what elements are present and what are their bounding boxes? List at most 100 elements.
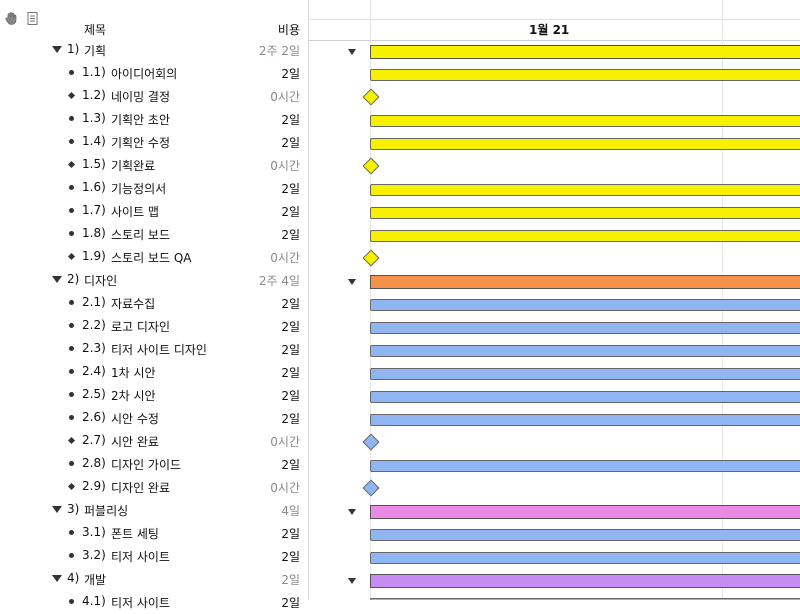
outline-task-row[interactable]: 4.1) 티저 사이트 2일	[0, 591, 308, 614]
outline-task-row[interactable]: 1.3) 기획안 초안 2일	[0, 108, 308, 131]
outline-milestone-row[interactable]: 1.9) 스토리 보드 QA 0시간	[0, 246, 308, 269]
outline-group-row[interactable]: 4) 개발 2일	[0, 568, 308, 591]
outline-task-row[interactable]: 2.6) 시안 수정 2일	[0, 407, 308, 430]
task-bar[interactable]	[370, 552, 800, 564]
row-cost[interactable]: 4일	[281, 504, 300, 518]
row-cost[interactable]: 2주 4일	[258, 274, 300, 288]
cost-column-header[interactable]: 비용	[277, 23, 300, 37]
disclosure-triangle-icon[interactable]	[52, 506, 62, 513]
group-summary-bar[interactable]	[370, 505, 800, 519]
row-title[interactable]: 2차 시안	[111, 389, 156, 403]
row-cost[interactable]: 2일	[281, 412, 300, 426]
group-summary-bar[interactable]	[370, 45, 800, 59]
milestone-diamond[interactable]	[362, 157, 380, 175]
row-cost[interactable]: 2일	[281, 458, 300, 472]
milestone-diamond[interactable]	[362, 433, 380, 451]
outline-task-row[interactable]: 1.6) 기능정의서 2일	[0, 177, 308, 200]
row-cost[interactable]: 2일	[281, 550, 300, 564]
row-cost[interactable]: 2일	[281, 182, 300, 196]
group-summary-bar[interactable]	[370, 574, 800, 588]
outline-task-row[interactable]: 3.1) 폰트 세팅 2일	[0, 522, 308, 545]
task-bar[interactable]	[370, 138, 800, 150]
row-cost[interactable]: 2일	[281, 527, 300, 541]
row-cost[interactable]: 2일	[281, 366, 300, 380]
row-title[interactable]: 기획완료	[111, 159, 156, 173]
row-title[interactable]: 스토리 보드	[111, 228, 171, 242]
row-title[interactable]: 개발	[84, 573, 107, 587]
group-collapse-icon[interactable]	[348, 279, 356, 285]
group-collapse-icon[interactable]	[348, 578, 356, 584]
row-cost[interactable]: 0시간	[270, 90, 300, 104]
task-bar[interactable]	[370, 299, 800, 311]
task-bar[interactable]	[370, 322, 800, 334]
row-title[interactable]: 기획안 초안	[111, 113, 171, 127]
row-title[interactable]: 로고 디자인	[111, 320, 171, 334]
row-title[interactable]: 기능정의서	[111, 182, 167, 196]
task-bar[interactable]	[370, 529, 800, 541]
outline-task-row[interactable]: 2.8) 디자인 가이드 2일	[0, 453, 308, 476]
outline-task-row[interactable]: 1.8) 스토리 보드 2일	[0, 223, 308, 246]
disclosure-triangle-icon[interactable]	[52, 46, 62, 53]
row-cost[interactable]: 2일	[281, 389, 300, 403]
row-cost[interactable]: 0시간	[270, 159, 300, 173]
outline-task-row[interactable]: 2.3) 티저 사이트 디자인 2일	[0, 338, 308, 361]
row-title[interactable]: 자료수집	[111, 297, 156, 311]
outline-milestone-row[interactable]: 2.9) 디자인 완료 0시간	[0, 476, 308, 499]
row-title[interactable]: 디자인 가이드	[111, 458, 182, 472]
row-title[interactable]: 티저 사이트	[111, 596, 171, 610]
milestone-diamond[interactable]	[362, 249, 380, 267]
milestone-diamond[interactable]	[362, 88, 380, 106]
task-bar[interactable]	[370, 69, 800, 81]
row-cost[interactable]: 2일	[281, 136, 300, 150]
task-bar[interactable]	[370, 368, 800, 380]
row-title[interactable]: 기획	[84, 44, 107, 58]
task-bar[interactable]	[370, 115, 800, 127]
row-cost[interactable]: 0시간	[270, 251, 300, 265]
outline-milestone-row[interactable]: 2.7) 시안 완료 0시간	[0, 430, 308, 453]
row-title[interactable]: 1차 시안	[111, 366, 156, 380]
outline-milestone-row[interactable]: 1.2) 네이밍 결정 0시간	[0, 85, 308, 108]
document-icon[interactable]	[25, 11, 39, 25]
row-title[interactable]: 시안 수정	[111, 412, 159, 426]
row-cost[interactable]: 2일	[281, 228, 300, 242]
task-bar[interactable]	[370, 345, 800, 357]
row-title[interactable]: 아이디어회의	[111, 67, 178, 81]
row-title[interactable]: 사이트 맵	[111, 205, 159, 219]
outline-task-row[interactable]: 1.7) 사이트 맵 2일	[0, 200, 308, 223]
disclosure-triangle-icon[interactable]	[52, 575, 62, 582]
row-cost[interactable]: 2일	[281, 573, 300, 587]
row-title[interactable]: 네이밍 결정	[111, 90, 171, 104]
row-title[interactable]: 퍼블리싱	[84, 504, 129, 518]
group-collapse-icon[interactable]	[348, 49, 356, 55]
outline-group-row[interactable]: 1) 기획 2주 2일	[0, 39, 308, 62]
group-summary-bar[interactable]	[370, 275, 800, 289]
milestone-diamond[interactable]	[362, 479, 380, 497]
row-cost[interactable]: 2일	[281, 343, 300, 357]
task-bar[interactable]	[370, 460, 800, 472]
row-cost[interactable]: 2일	[281, 67, 300, 81]
group-collapse-icon[interactable]	[348, 509, 356, 515]
task-bar[interactable]	[370, 598, 800, 600]
outline-group-row[interactable]: 2) 디자인 2주 4일	[0, 269, 308, 292]
row-cost[interactable]: 2주 2일	[258, 44, 300, 58]
task-bar[interactable]	[370, 207, 800, 219]
task-bar[interactable]	[370, 391, 800, 403]
row-title[interactable]: 디자인 완료	[111, 481, 171, 495]
outline-task-row[interactable]: 2.5) 2차 시안 2일	[0, 384, 308, 407]
row-title[interactable]: 시안 완료	[111, 435, 159, 449]
task-bar[interactable]	[370, 184, 800, 196]
hand-icon[interactable]	[4, 11, 18, 25]
outline-milestone-row[interactable]: 1.5) 기획완료 0시간	[0, 154, 308, 177]
task-bar[interactable]	[370, 414, 800, 426]
row-cost[interactable]: 0시간	[270, 435, 300, 449]
row-title[interactable]: 티저 사이트	[111, 550, 171, 564]
row-title[interactable]: 티저 사이트 디자인	[111, 343, 207, 357]
title-column-header[interactable]: 제목	[84, 23, 107, 37]
row-cost[interactable]: 2일	[281, 596, 300, 610]
outline-group-row[interactable]: 3) 퍼블리싱 4일	[0, 499, 308, 522]
row-cost[interactable]: 2일	[281, 205, 300, 219]
row-cost[interactable]: 2일	[281, 297, 300, 311]
outline-task-row[interactable]: 2.2) 로고 디자인 2일	[0, 315, 308, 338]
row-title[interactable]: 스토리 보드 QA	[111, 251, 192, 265]
row-cost[interactable]: 2일	[281, 320, 300, 334]
